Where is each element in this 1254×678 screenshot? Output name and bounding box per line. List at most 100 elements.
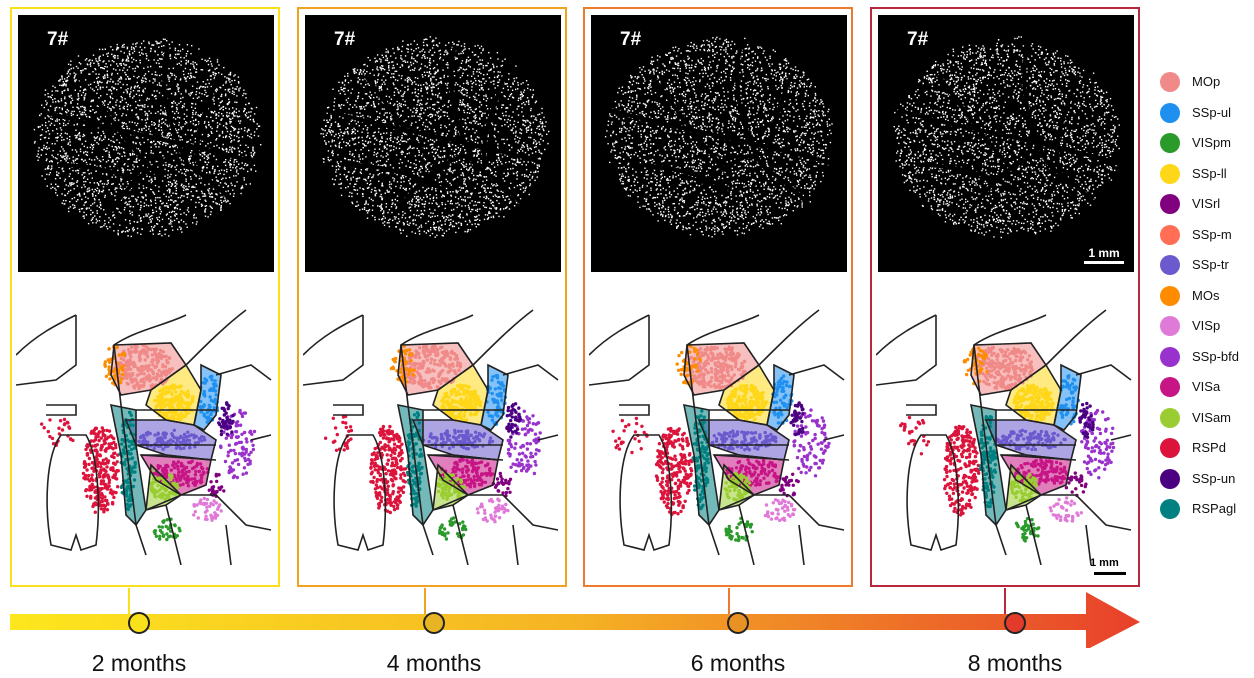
atlas-boundary — [1005, 463, 1043, 512]
legend-item: RSPd — [1160, 436, 1254, 460]
scale-bar-line — [1084, 261, 1124, 264]
atlas-boundary — [396, 403, 434, 527]
vessel — [37, 108, 274, 177]
vessel — [966, 153, 1039, 217]
legend-label: SSp-tr — [1192, 257, 1229, 272]
two-photon-image: 7# — [305, 15, 561, 272]
vessel — [630, 163, 732, 192]
legend-item: SSp-ul — [1160, 101, 1254, 125]
two-photon-image: 7# — [18, 15, 274, 272]
legend-swatch — [1160, 346, 1180, 367]
atlas-boundary — [619, 434, 673, 552]
atlas-boundary — [452, 504, 469, 566]
legend-label: MOp — [1192, 74, 1221, 89]
atlas-boundary — [686, 344, 720, 556]
legend-item: VISa — [1160, 375, 1254, 399]
cortical-atlas-map — [588, 295, 849, 566]
vessel — [1022, 44, 1050, 166]
atlas-boundary — [502, 494, 559, 531]
legend-swatch — [1160, 133, 1180, 153]
timeline-arrow — [10, 592, 1140, 648]
vessel — [679, 153, 752, 217]
atlas-boundary — [718, 463, 756, 512]
legend-label: RSPd — [1192, 440, 1226, 455]
timepoint-label: 8 months — [967, 650, 1063, 676]
vessel — [936, 73, 1020, 177]
atlas-boundary — [426, 454, 499, 496]
legend-item: SSp-un — [1160, 467, 1254, 491]
vessel — [57, 163, 159, 192]
vessel — [1055, 74, 1080, 166]
timepoint-marker — [128, 612, 150, 634]
atlas-boundary — [1053, 363, 1082, 432]
atlas-boundary — [400, 344, 434, 556]
legend-label: SSp-ll — [1192, 165, 1227, 181]
atlas-boundary — [250, 434, 272, 441]
atlas-boundary — [906, 404, 937, 416]
region-dots — [323, 343, 542, 541]
scale-bar-line — [1094, 572, 1126, 575]
atlas-boundary — [682, 403, 720, 527]
timeline-connector — [128, 588, 130, 614]
atlas-boundary — [333, 434, 387, 552]
legend-label: VISa — [1192, 379, 1221, 394]
timeline-connector — [1004, 588, 1006, 614]
atlas-boundary — [906, 434, 960, 552]
vessel — [344, 163, 446, 192]
cortical-atlas-map — [15, 295, 276, 566]
legend-item: SSp-ll — [1160, 162, 1254, 186]
mouse-id-label: 7# — [620, 29, 642, 50]
atlas-boundary — [1075, 364, 1132, 381]
timepoint-marker — [423, 612, 445, 634]
vessel — [76, 73, 160, 177]
legend-label: VISp — [1192, 318, 1221, 333]
atlas-boundary — [588, 314, 650, 356]
atlas-boundary — [193, 363, 222, 432]
vessel — [897, 108, 1134, 177]
legend-label: SSp-bfd — [1192, 348, 1239, 364]
atlas-boundary — [1075, 494, 1132, 531]
vessel — [106, 153, 179, 217]
legend-item: VISrl — [1160, 192, 1254, 216]
atlas-boundary — [113, 314, 187, 346]
vessel — [735, 44, 763, 166]
legend-swatch — [1160, 224, 1180, 245]
vessel — [473, 163, 547, 232]
timepoint-label: 2 months — [91, 650, 187, 676]
atlas-boundary — [758, 309, 820, 366]
atlas-boundary — [15, 315, 77, 386]
atlas-boundary — [185, 309, 247, 366]
atlas-boundary — [145, 463, 183, 512]
cortical-atlas-map — [875, 295, 1136, 566]
cortical-atlas-map — [302, 295, 563, 566]
legend-swatch — [1160, 255, 1180, 275]
vessel — [610, 108, 847, 177]
atlas-boundary — [15, 314, 77, 356]
vessel — [449, 44, 477, 166]
image-scale-bar: 1 mm — [1084, 246, 1124, 264]
mouse-id-label: 7# — [334, 29, 356, 50]
legend-swatch — [1160, 163, 1180, 184]
timepoint-panel: 7# 1 mm 1 mm — [870, 7, 1140, 587]
atlas-boundary — [113, 344, 147, 556]
atlas-scale-bar: 1 mm — [1090, 557, 1128, 577]
atlas-boundary — [411, 419, 504, 461]
atlas-boundary — [124, 419, 217, 461]
atlas-boundary — [1085, 524, 1092, 566]
atlas-boundary — [798, 524, 805, 566]
legend-label: SSp-ul — [1192, 104, 1232, 120]
atlas-boundary — [766, 363, 795, 432]
timepoint-marker — [1004, 612, 1026, 634]
atlas-boundary — [432, 463, 470, 512]
atlas-boundary — [215, 494, 272, 531]
atlas-boundary — [165, 504, 182, 566]
legend-item: SSp-bfd — [1160, 345, 1254, 369]
atlas-boundary — [139, 454, 212, 496]
legend-swatch — [1160, 285, 1180, 306]
atlas-boundary — [46, 434, 100, 552]
atlas-boundary — [788, 364, 845, 381]
atlas-boundary — [225, 524, 232, 566]
atlas-boundary — [400, 314, 474, 346]
atlas-boundary — [984, 419, 1077, 461]
atlas-boundary — [999, 454, 1072, 496]
